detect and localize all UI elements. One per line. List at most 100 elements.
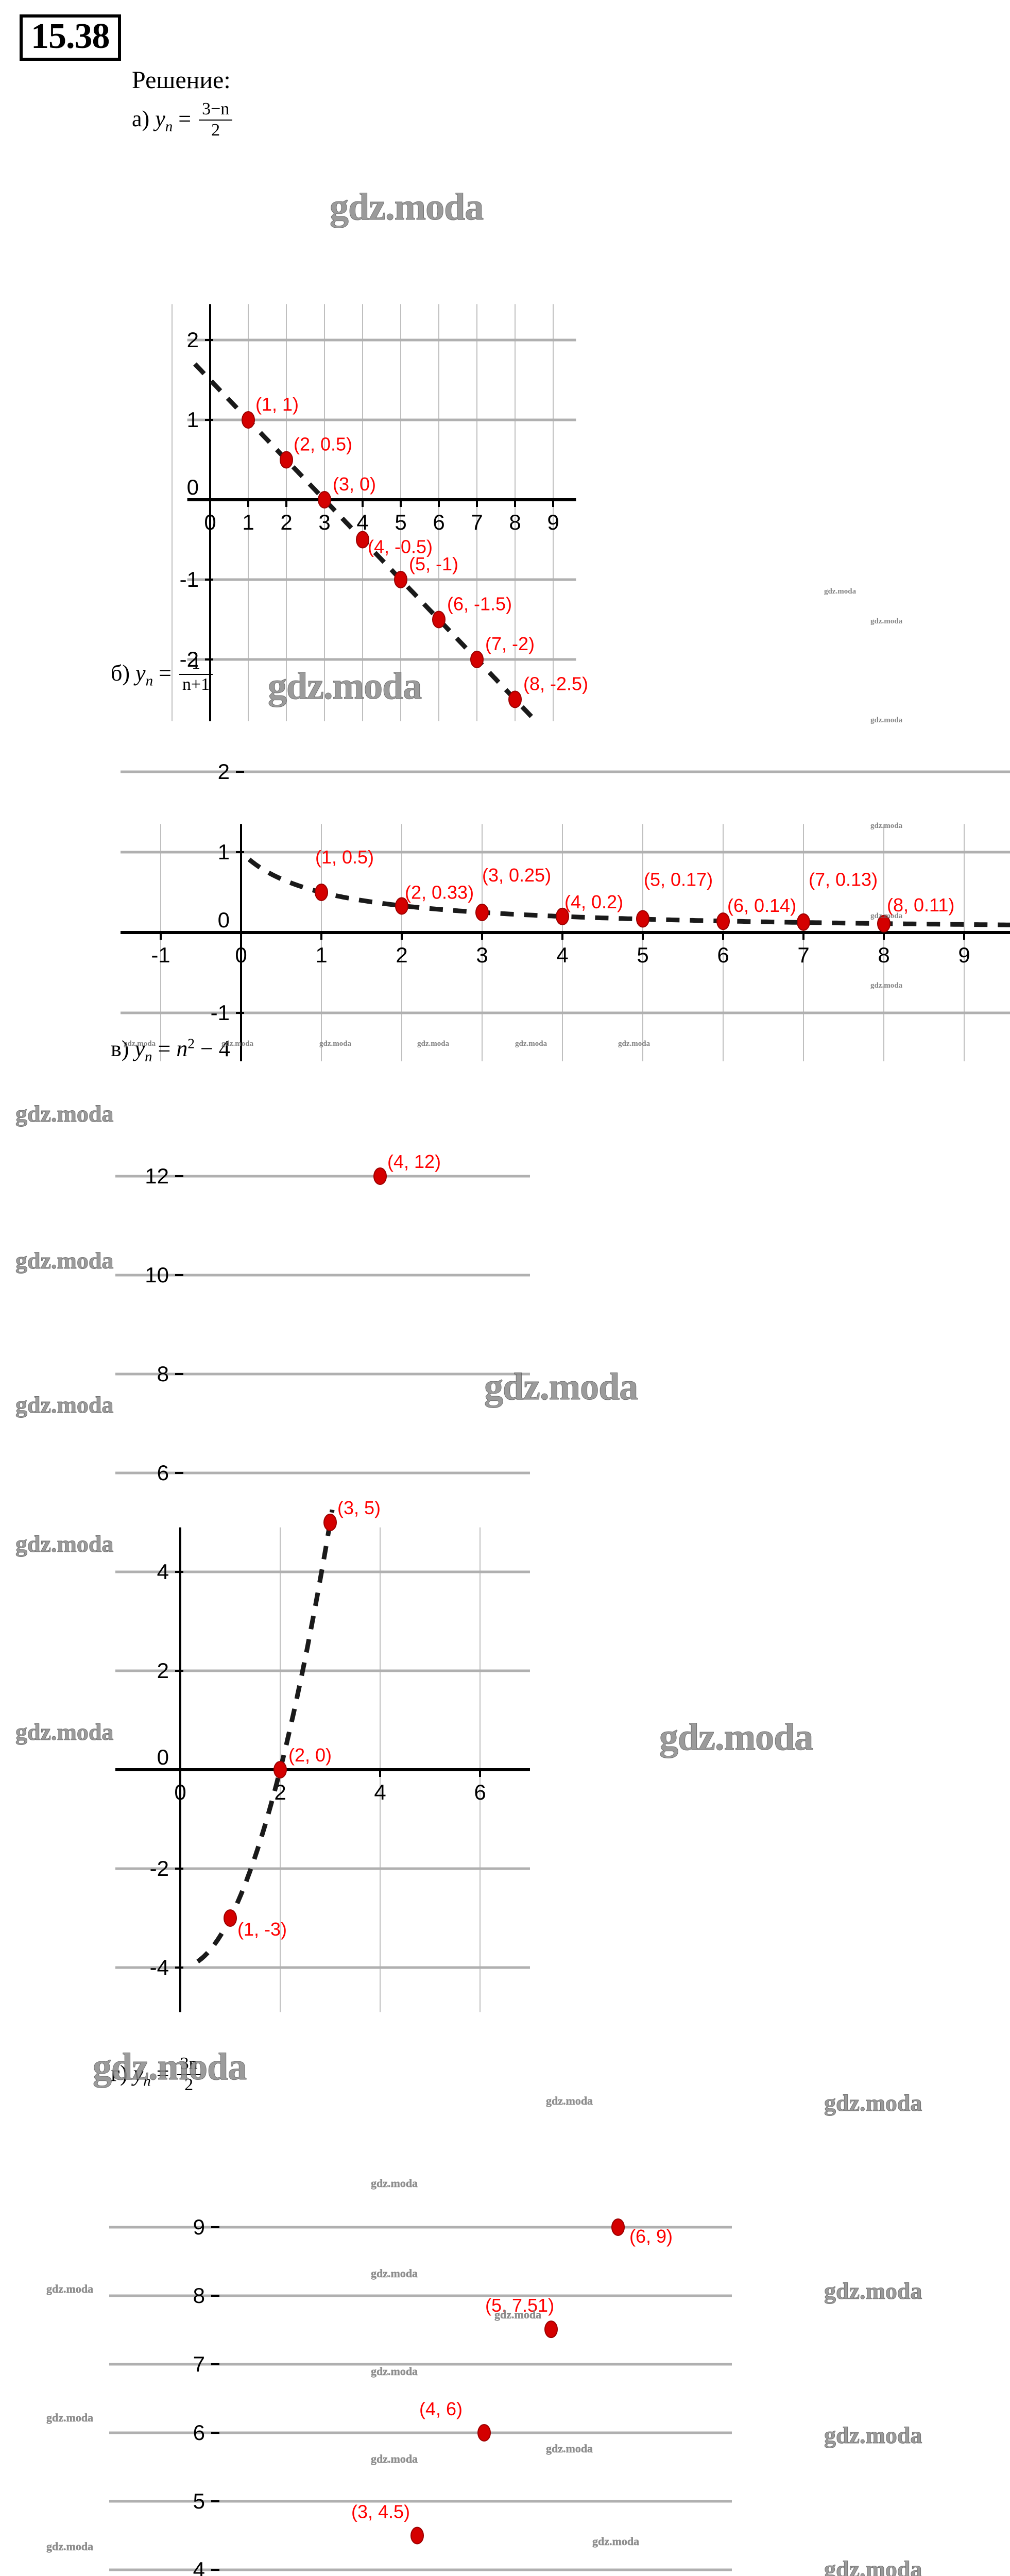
sequence-curve xyxy=(196,1509,335,1963)
y-tick-label: -2 xyxy=(150,1856,169,1880)
part-b-lhs-sub: n xyxy=(145,672,153,689)
data-point-label: (8, 0.11) xyxy=(887,894,954,916)
data-point-label: (6, 0.14) xyxy=(727,895,796,916)
part-v-base: n xyxy=(176,1036,188,1061)
y-tick-label: 6 xyxy=(157,1461,169,1485)
y-tick-label: 2 xyxy=(218,759,230,784)
solution-heading: Решение: xyxy=(132,66,231,94)
x-tick-label: 0 xyxy=(235,943,247,967)
chart-b-plot: -1 0 1 2 3 4 5 6 7 8 9 2 1 0 -1 (1, 0.5) (2, 0.33) (3, 0.… xyxy=(0,721,1010,1061)
data-point xyxy=(315,884,328,901)
part-a-lhs-sub: n xyxy=(165,118,173,135)
part-b-numerator: 1 xyxy=(179,654,213,675)
part-a-lhs: y xyxy=(155,106,165,131)
x-tick-label: -1 xyxy=(151,943,170,967)
formula-part-b: б) yn = 1 n+1 xyxy=(111,654,215,695)
data-point xyxy=(280,451,293,469)
y-tick-label: -2 xyxy=(180,647,199,671)
data-point xyxy=(556,907,569,925)
data-point-label: (5, 7.51) xyxy=(485,2295,554,2316)
data-point xyxy=(273,1761,287,1778)
x-tick-label: 0 xyxy=(204,510,216,534)
data-point-label: (3, 0.25) xyxy=(482,865,551,886)
formula-part-g: г) yn = 3n 2 xyxy=(111,2054,203,2095)
y-tick-label: 10 xyxy=(145,1263,169,1287)
y-tick-label: -1 xyxy=(211,1001,230,1025)
data-point-label: (8, -2.5) xyxy=(523,673,588,694)
x-tick-label: 7 xyxy=(471,510,483,534)
part-b-lhs: y xyxy=(135,660,146,686)
chart-v-plot: 0 2 4 6 12 10 8 6 4 2 0 -2 -4 (1, -3) (2, 0) (3, 5) (4, … xyxy=(0,1074,1010,2043)
data-point xyxy=(318,491,331,509)
x-tick-label: 9 xyxy=(958,943,970,967)
y-tick-label: 1 xyxy=(218,840,230,864)
y-tick-label: 4 xyxy=(193,2557,205,2576)
data-point xyxy=(544,2320,558,2338)
data-point xyxy=(611,2218,625,2236)
data-point-label: (3, 4.5) xyxy=(351,2501,410,2522)
part-g-fraction: 3n 2 xyxy=(177,2054,201,2094)
x-tick-label: 6 xyxy=(717,943,729,967)
data-point xyxy=(356,531,369,549)
x-tick-label: 9 xyxy=(547,510,559,534)
data-point-label: (4, 6) xyxy=(419,2398,463,2419)
x-tick-label: 8 xyxy=(509,510,521,534)
part-v-label: в) xyxy=(111,1036,129,1061)
data-point xyxy=(475,904,489,921)
x-tick-label: 4 xyxy=(374,1780,386,1804)
data-point xyxy=(877,914,891,933)
exercise-number-box: 15.38 xyxy=(20,14,121,61)
x-tick-label: 2 xyxy=(280,510,292,534)
data-point-label: (1, 0.5) xyxy=(315,846,374,868)
data-point-label: (2, 0.5) xyxy=(294,434,352,455)
part-g-denominator: 2 xyxy=(184,2075,194,2094)
part-v-exponent: 2 xyxy=(187,1036,195,1052)
x-tick-label: 7 xyxy=(797,943,809,967)
x-tick-label: 6 xyxy=(474,1780,486,1804)
data-point-label: (1, -3) xyxy=(237,1919,287,1940)
data-point-label: (3, 5) xyxy=(337,1497,381,1518)
part-g-lhs-sub: n xyxy=(143,2073,151,2090)
part-g-numerator: 3n xyxy=(177,2054,201,2075)
y-tick-label: 0 xyxy=(157,1745,169,1769)
data-point-label: (2, 0) xyxy=(288,1744,332,1766)
part-b-denominator: n+1 xyxy=(182,674,210,694)
chart-g: -1012345679876543210-1(1, 1.5)(2, 3)(3, … xyxy=(109,2215,732,2576)
part-a-fraction: 3−n 2 xyxy=(199,99,233,140)
x-tick-label: 8 xyxy=(878,943,889,967)
part-b-label: б) xyxy=(111,660,130,686)
data-point-label: (6, 9) xyxy=(629,2226,673,2247)
y-tick-label: 2 xyxy=(157,1658,169,1683)
x-tick-label: 5 xyxy=(395,510,406,534)
part-v-lhs: y xyxy=(134,1036,145,1061)
part-a-label: а) xyxy=(132,106,150,131)
data-point xyxy=(470,651,484,668)
part-b-equals: = xyxy=(159,660,172,686)
x-tick-label: 5 xyxy=(637,943,648,967)
y-tick-label: 7 xyxy=(193,2352,205,2376)
y-tick-label: 9 xyxy=(193,2215,205,2239)
data-point xyxy=(224,1909,237,1927)
y-tick-label: 12 xyxy=(145,1164,169,1188)
x-tick-label: 2 xyxy=(396,943,407,967)
chart-b: -1 0 1 2 3 4 5 6 7 8 9 2 1 0 -1 (1, 0.5) (2, 0.33) (3, 0.… xyxy=(121,759,1010,1061)
x-tick-label: 3 xyxy=(476,943,488,967)
data-point xyxy=(636,910,649,928)
y-tick-label: 2 xyxy=(187,328,199,352)
data-point xyxy=(394,571,407,588)
data-point-label: (4, -0.5) xyxy=(368,536,433,557)
x-tick-label: 1 xyxy=(315,943,327,967)
y-tick-label: -4 xyxy=(150,1955,169,1979)
data-point-label: (7, -2) xyxy=(485,633,535,654)
data-point-label: (4, 0.2) xyxy=(564,891,623,912)
y-tick-label: 4 xyxy=(157,1560,169,1584)
data-point-label: (1, 1) xyxy=(255,394,299,415)
data-point-label: (5, 0.17) xyxy=(644,869,713,890)
x-tick-label: 0 xyxy=(174,1780,186,1804)
y-tick-label: 0 xyxy=(187,475,199,499)
watermark: gdz.moda xyxy=(546,2094,593,2107)
